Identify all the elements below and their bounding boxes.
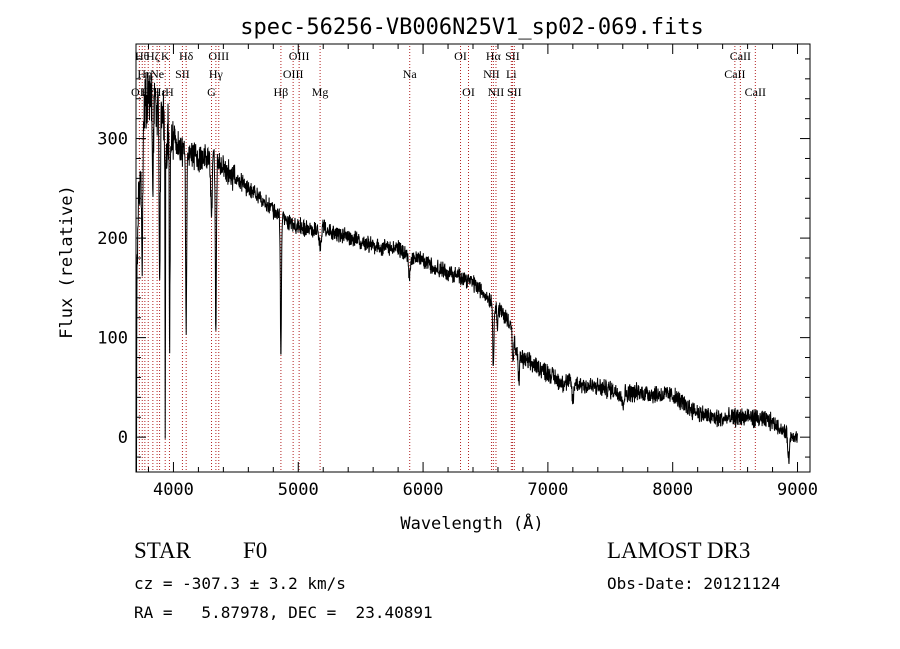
- line-label-24: Li: [506, 67, 517, 81]
- line-label-14: Hβ: [274, 85, 289, 99]
- observation-date: Obs-Date: 20121124: [607, 574, 781, 593]
- line-label-9: SII: [175, 67, 190, 81]
- line-label-19: OI: [454, 49, 467, 63]
- line-label-10: Hδ: [179, 49, 194, 63]
- coordinates: RA = 5.87978, DEC = 23.40891: [134, 603, 433, 622]
- line-label-7: K: [161, 49, 170, 63]
- line-label-29: CaII: [745, 85, 766, 99]
- x-axis-ticks: 4000 5000 6000 7000 8000 9000: [147, 44, 818, 500]
- survey-name: LAMOST DR3: [607, 538, 751, 563]
- line-label-16: OIII: [289, 49, 310, 63]
- x-tick-label-1: 5000: [278, 480, 319, 500]
- line-label-2: Hη: [137, 67, 152, 81]
- line-label-25: SII: [505, 49, 520, 63]
- line-label-27: CaII: [724, 67, 745, 81]
- x-tick-label-4: 8000: [652, 480, 693, 500]
- x-tick-label-0: 4000: [153, 480, 194, 500]
- x-axis-label: Wavelength (Å): [400, 512, 543, 534]
- object-class: STAR: [134, 538, 191, 563]
- line-label-4: Hζ: [146, 49, 160, 63]
- redshift-velocity: cz = -307.3 ± 3.2 km/s: [134, 574, 346, 593]
- line-label-20: OI: [462, 85, 475, 99]
- line-label-15: OIII: [283, 67, 304, 81]
- x-tick-label-3: 7000: [527, 480, 568, 500]
- spectral-line-labels: OIIHθHηHζHζNeHεKHSIIHδGHγOIIIHβOIIIOIIIM…: [131, 49, 766, 99]
- line-label-22: Hα: [486, 49, 502, 63]
- line-label-12: Hγ: [209, 67, 224, 81]
- line-label-8: H: [165, 85, 174, 99]
- x-tick-label-2: 6000: [403, 480, 444, 500]
- y-tick-label-3: 300: [97, 130, 128, 150]
- chart-title: spec-56256-VB006N25V1_sp02-069.fits: [240, 15, 704, 40]
- line-label-13: OIII: [208, 49, 229, 63]
- line-label-17: Mg: [312, 85, 329, 99]
- line-label-5: Ne: [150, 67, 164, 81]
- spectral-subclass: F0: [243, 538, 268, 563]
- line-label-21: NII: [483, 67, 500, 81]
- y-axis-label: Flux (relative): [57, 185, 77, 339]
- line-label-0: OII: [131, 85, 148, 99]
- spectral-line-markers: [138, 46, 756, 472]
- line-label-18: Na: [403, 67, 418, 81]
- line-label-26: SII: [507, 85, 522, 99]
- line-label-28: CaII: [730, 49, 751, 63]
- line-label-23: NII: [488, 85, 505, 99]
- plot-frame: [135, 43, 811, 473]
- y-axis-ticks: 0 100 200 300: [97, 58, 810, 458]
- y-tick-label-2: 200: [97, 229, 128, 249]
- x-tick-label-5: 9000: [777, 480, 818, 500]
- y-tick-label-0: 0: [118, 428, 128, 448]
- line-label-1: Hθ: [135, 49, 150, 63]
- line-label-11: G: [207, 85, 216, 99]
- y-tick-label-1: 100: [97, 329, 128, 349]
- spectrum-line: [136, 72, 798, 472]
